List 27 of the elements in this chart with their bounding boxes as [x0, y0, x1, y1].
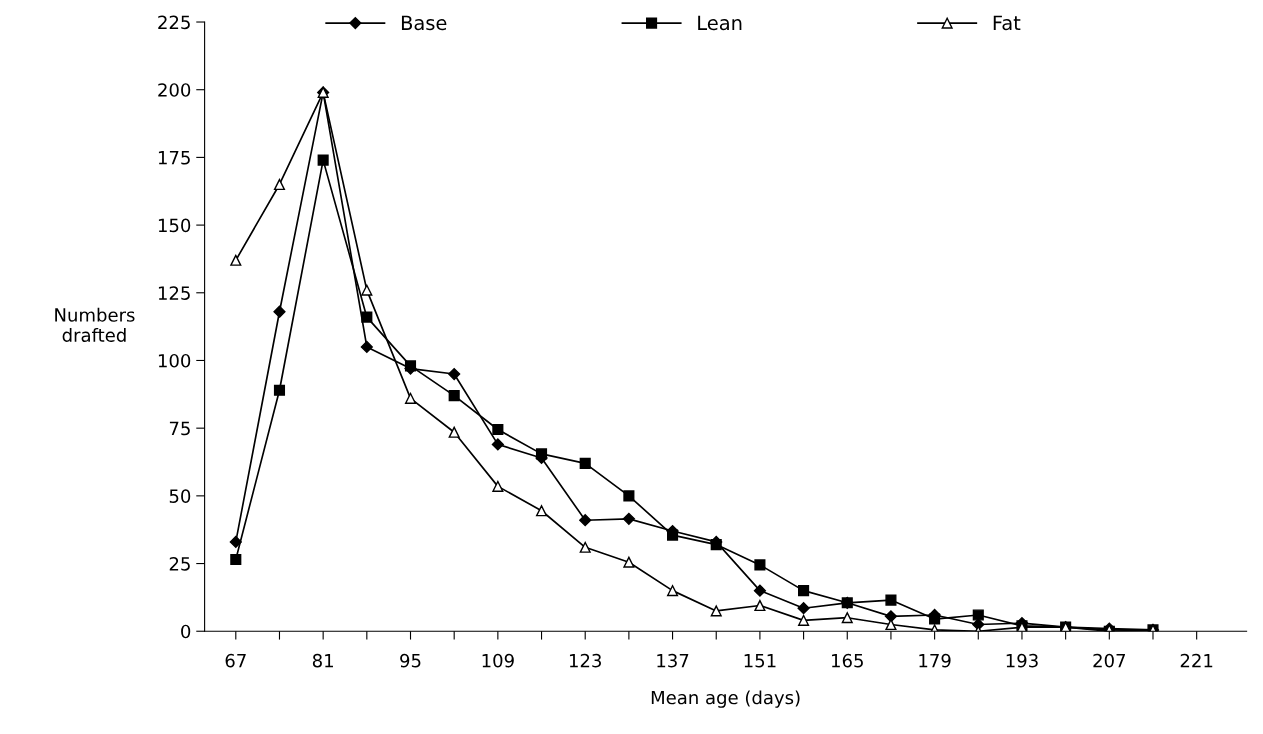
legend-label: Lean	[698, 15, 742, 31]
y-tick-label: 175	[158, 151, 190, 165]
y-tick-label: 75	[169, 421, 190, 436]
x-tick-label: 123	[569, 653, 601, 668]
legend-label: Base	[401, 15, 447, 31]
x-tick-label: 207	[1093, 653, 1125, 668]
x-tick-label: 221	[1180, 653, 1213, 668]
y-tick-label: 25	[169, 557, 190, 571]
y-tick-label: 0	[181, 624, 191, 639]
y-tick-label: 225	[158, 15, 190, 30]
y-tick-label: 150	[158, 218, 191, 233]
x-tick-label: 67	[225, 653, 246, 668]
x-tick-label: 81	[312, 653, 333, 668]
y-tick-label: 50	[169, 489, 191, 503]
y-axis-title: Numbers drafted	[55, 307, 135, 342]
x-tick-label: 109	[482, 653, 514, 668]
legend-label: Fat	[993, 15, 1021, 31]
y-tick-label: 200	[158, 83, 191, 97]
y-tick-label: 125	[158, 286, 190, 300]
x-tick-label: 165	[832, 653, 863, 668]
y-tick-label: 100	[158, 353, 191, 368]
x-tick-label: 137	[657, 653, 689, 668]
x-tick-label: 151	[744, 654, 776, 668]
x-tick-label: 95	[400, 653, 421, 668]
x-tick-label: 179	[919, 653, 951, 668]
x-tick-label: 193	[1006, 653, 1038, 668]
x-axis-title: Mean age (days)	[651, 690, 800, 708]
